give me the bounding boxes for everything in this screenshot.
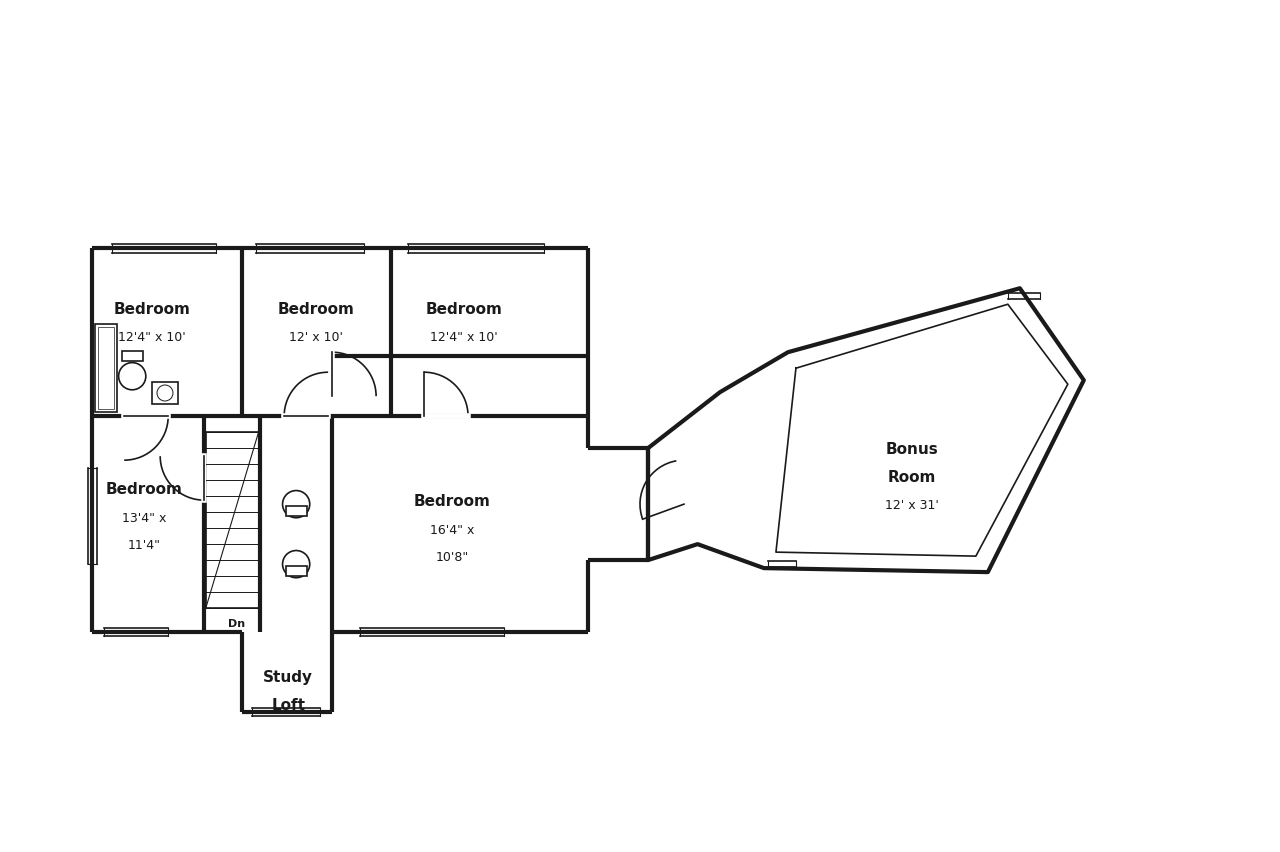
Text: Bedroom: Bedroom: [114, 302, 191, 316]
Bar: [95, 325, 116, 412]
Text: Loft: Loft: [271, 697, 305, 711]
Text: Bedroom: Bedroom: [278, 302, 355, 316]
Bar: [206, 433, 259, 608]
Text: Dn: Dn: [228, 618, 244, 628]
Text: Bonus: Bonus: [886, 441, 938, 456]
Text: 11'4": 11'4": [128, 538, 161, 551]
Text: 12'4" x 10': 12'4" x 10': [118, 331, 186, 343]
Bar: [152, 383, 178, 405]
Text: 12' x 31': 12' x 31': [884, 498, 938, 511]
Text: 13'4" x: 13'4" x: [122, 512, 166, 525]
Bar: [285, 566, 306, 577]
Text: 16'4" x: 16'4" x: [430, 524, 475, 537]
Text: Bedroom: Bedroom: [413, 493, 490, 508]
Text: 12'4" x 10': 12'4" x 10': [430, 331, 498, 343]
Text: 12' x 10': 12' x 10': [289, 331, 343, 343]
Text: Study: Study: [264, 669, 314, 684]
Text: 10'8": 10'8": [435, 550, 468, 563]
Bar: [122, 351, 142, 361]
Text: Bedroom: Bedroom: [106, 481, 183, 496]
Bar: [97, 328, 114, 410]
Text: Bedroom: Bedroom: [426, 302, 503, 316]
Text: Room: Room: [888, 469, 936, 484]
Bar: [285, 506, 306, 516]
